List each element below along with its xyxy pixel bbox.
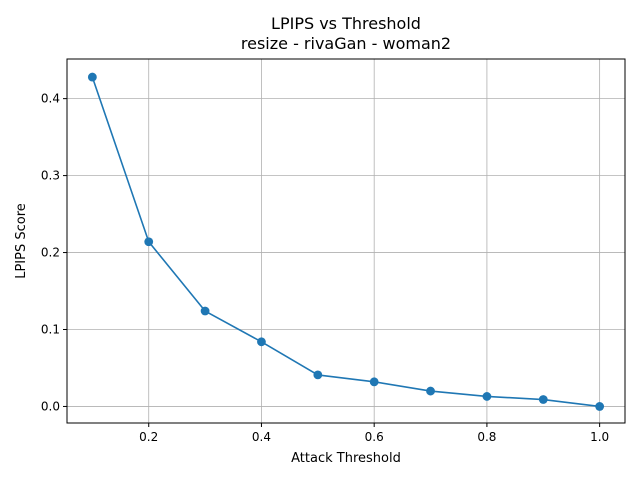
chart-title: LPIPS vs Threshold — [271, 14, 421, 33]
x-tick-label: 0.4 — [252, 430, 271, 444]
data-point — [87, 72, 97, 82]
series-line — [91, 76, 600, 408]
data-point — [595, 402, 605, 411]
y-tick-label: 0.2 — [41, 246, 60, 260]
x-tick-label: 0.6 — [365, 430, 384, 444]
data-point — [426, 386, 435, 396]
data-point — [200, 306, 210, 316]
x-tick-label: 1.0 — [590, 430, 609, 444]
x-tick-label: 0.2 — [139, 430, 158, 444]
data-point — [482, 392, 492, 401]
data-point — [144, 237, 154, 247]
series-layer — [87, 72, 605, 411]
chart-subtitle: resize - rivaGan - woman2 — [241, 34, 451, 53]
y-tick-label: 0.1 — [41, 322, 60, 336]
y-tick-label: 0.0 — [41, 399, 60, 413]
y-axis-label: LPIPS Score — [14, 203, 29, 279]
y-tick-label: 0.4 — [41, 92, 60, 106]
data-point — [538, 395, 548, 404]
data-point — [369, 377, 379, 387]
axis-ticks: 0.2 0.4 0.6 0.8 1.0 0.0 0.1 0.2 0.3 0.4 — [41, 92, 609, 444]
data-point — [257, 337, 266, 347]
y-tick-label: 0.3 — [41, 169, 60, 183]
data-point — [313, 370, 323, 380]
grid-lines — [67, 59, 625, 423]
x-tick-label: 0.8 — [477, 430, 496, 444]
plot-frame — [66, 58, 626, 424]
x-axis-label: Attack Threshold — [291, 451, 401, 466]
